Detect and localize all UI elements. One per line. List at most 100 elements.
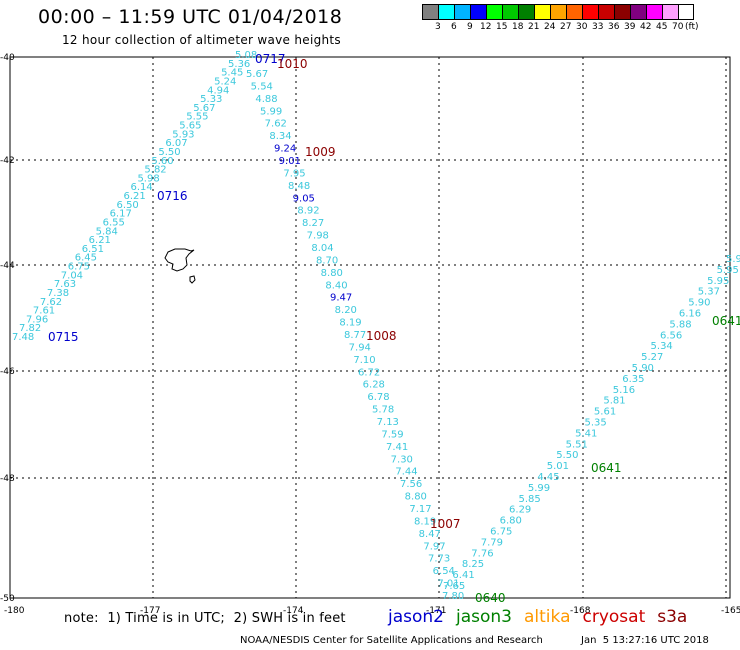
swh-value: 8.27 bbox=[302, 218, 324, 229]
swh-value: 6.14 bbox=[130, 182, 152, 193]
pass-time-label: 1008 bbox=[366, 329, 397, 343]
swh-value: 7.62 bbox=[265, 119, 287, 130]
swh-value: 7.38 bbox=[47, 288, 69, 299]
swh-value: 5.34 bbox=[651, 341, 673, 352]
swh-value: 5.93 bbox=[172, 129, 194, 140]
swh-value: 7.79 bbox=[481, 537, 503, 548]
swh-value: 6.80 bbox=[500, 516, 522, 527]
pass-time-label: 1010 bbox=[277, 57, 308, 71]
swh-value: 5.37 bbox=[698, 287, 720, 298]
lat-tick-label: -46 bbox=[0, 367, 15, 377]
swh-value: 4.45 bbox=[537, 472, 559, 483]
swh-value: 8.80 bbox=[405, 492, 427, 503]
legend-color-scale bbox=[422, 4, 694, 20]
swh-value: 6.17 bbox=[110, 209, 132, 220]
swh-value: 5.98 bbox=[137, 173, 159, 184]
legend-label: 9 bbox=[467, 22, 473, 32]
lat-tick-label: -48 bbox=[0, 474, 15, 484]
swh-value: 7.63 bbox=[54, 279, 76, 290]
swh-value: 5.08 bbox=[235, 50, 257, 61]
swh-value: 5.65 bbox=[179, 121, 201, 132]
swh-value: 5.41 bbox=[575, 428, 597, 439]
legend-swatch bbox=[518, 4, 534, 20]
swh-value: 7.59 bbox=[381, 429, 403, 440]
swh-value: 5.95 bbox=[717, 265, 739, 276]
swh-value: 7.96 bbox=[26, 314, 48, 325]
swh-value: 7.97 bbox=[423, 541, 445, 552]
pass-time-label: 0641 bbox=[712, 314, 740, 328]
swh-value: 8.34 bbox=[269, 131, 291, 142]
swh-value: 6.16 bbox=[679, 309, 701, 320]
satellite-label-s3a: s3a bbox=[657, 607, 688, 627]
swh-value: 5.95 bbox=[707, 276, 729, 287]
swh-value: 6.78 bbox=[367, 392, 389, 403]
swh-value: 5.45 bbox=[221, 68, 243, 79]
legend-label: 45 bbox=[656, 22, 668, 32]
swh-value: 5.33 bbox=[200, 94, 222, 105]
swh-value: 7.13 bbox=[377, 417, 399, 428]
satellite-label-jason2: jason2 bbox=[388, 607, 444, 627]
swh-value: 4.94 bbox=[207, 85, 229, 96]
map-title: 00:00 – 11:59 UTC 01/04/2018 bbox=[38, 6, 343, 28]
swh-value: 7.41 bbox=[386, 442, 408, 453]
legend-label: 12 bbox=[480, 22, 492, 32]
swh-value: 7.30 bbox=[391, 454, 413, 465]
lon-tick-label: -171 bbox=[426, 606, 446, 616]
pass-time-label: 0641 bbox=[591, 461, 622, 475]
legend-label: 30 bbox=[576, 22, 588, 32]
lon-tick-label: -177 bbox=[140, 606, 160, 616]
swh-value: 5.01 bbox=[547, 461, 569, 472]
swh-value: 6.45 bbox=[75, 253, 97, 264]
swh-value: 5.82 bbox=[144, 165, 166, 176]
pass-time-label: 0715 bbox=[48, 330, 79, 344]
swh-value: 5.67 bbox=[246, 69, 268, 80]
legend-swatch bbox=[566, 4, 582, 20]
swh-value: 7.01 bbox=[437, 579, 459, 590]
swh-value: 5.51 bbox=[566, 439, 588, 450]
legend-swatch bbox=[630, 4, 646, 20]
swh-value: 8.40 bbox=[325, 280, 347, 291]
swh-value: 6.54 bbox=[433, 566, 455, 577]
swh-value: 6.41 bbox=[452, 570, 474, 581]
legend-label: 21 bbox=[528, 22, 540, 32]
swh-value: 8.48 bbox=[288, 181, 310, 192]
pass-time-label: 0640 bbox=[475, 591, 506, 605]
swh-value: 5.27 bbox=[641, 352, 663, 363]
swh-value: 9.01 bbox=[279, 156, 301, 167]
swh-value: 7.82 bbox=[19, 323, 41, 334]
swh-value: 5.99 bbox=[528, 483, 550, 494]
swh-value: 5.95 bbox=[726, 254, 740, 265]
pass-time-label: 1009 bbox=[305, 145, 336, 159]
legend-swatch bbox=[646, 4, 662, 20]
satellite-label-altika: altika bbox=[524, 607, 571, 627]
lon-tick-label: -165 bbox=[721, 606, 740, 616]
swh-value: 4.88 bbox=[255, 94, 277, 105]
swh-value: 5.61 bbox=[594, 407, 616, 418]
lon-tick-label: -168 bbox=[570, 606, 591, 616]
swh-value: 5.60 bbox=[151, 156, 173, 167]
lat-tick-label: -42 bbox=[0, 156, 15, 166]
legend-label: 33 bbox=[592, 22, 604, 32]
pass-time-label: 0716 bbox=[157, 189, 188, 203]
credit-text: NOAA/NESDIS Center for Satellite Applica… bbox=[240, 635, 543, 646]
legend-label: 42 bbox=[640, 22, 652, 32]
legend-swatch bbox=[486, 4, 502, 20]
swh-value: 6.72 bbox=[358, 367, 380, 378]
swh-value: 7.76 bbox=[471, 548, 493, 559]
swh-value: 5.16 bbox=[613, 385, 635, 396]
satellite-legend: jason2 jason3 altika cryosat s3a bbox=[388, 607, 699, 627]
swh-value: 6.21 bbox=[124, 191, 146, 202]
swh-value: 5.54 bbox=[251, 81, 273, 92]
swh-value: 9.24 bbox=[274, 144, 296, 155]
legend-label: 39 bbox=[624, 22, 636, 32]
swh-value: 7.65 bbox=[443, 581, 465, 592]
swh-value: 7.80 bbox=[442, 591, 464, 602]
swh-value: 8.80 bbox=[321, 268, 343, 279]
swh-value: 5.84 bbox=[96, 226, 118, 237]
swh-value: 5.50 bbox=[556, 450, 578, 461]
legend-swatch bbox=[502, 4, 518, 20]
swh-value: 9.47 bbox=[330, 293, 352, 304]
swh-value: 8.70 bbox=[316, 255, 338, 266]
swh-value: 7.04 bbox=[61, 270, 83, 281]
swh-value: 6.29 bbox=[509, 505, 531, 516]
